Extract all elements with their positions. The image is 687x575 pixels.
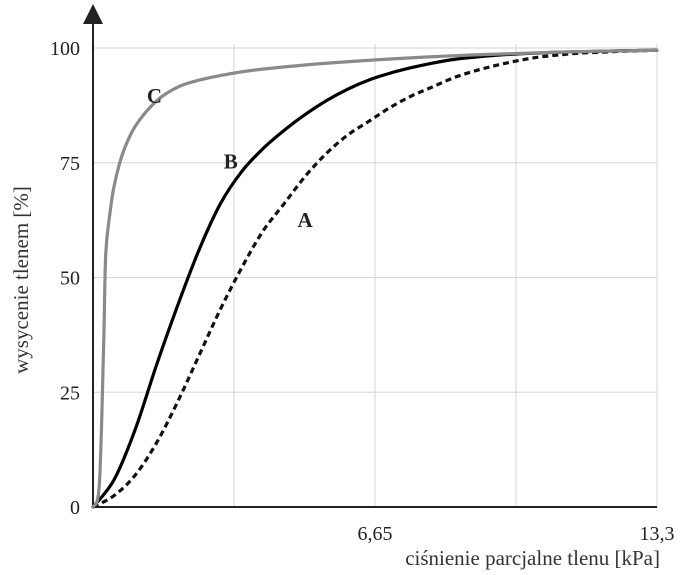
y-axis-title: wysycenie tlenem [%] <box>9 186 33 374</box>
labels: 0 25 50 75 100 6,65 13,3 A B C <box>50 38 675 545</box>
x-tick-label: 6,65 <box>358 523 393 545</box>
x-tick-label: 13,3 <box>640 523 675 545</box>
curve-label-c: C <box>147 84 162 108</box>
y-tick-label: 50 <box>60 268 80 290</box>
curve-label-a: A <box>297 208 313 232</box>
y-tick-label: 0 <box>70 497 80 519</box>
x-axis-title: ciśnienie parcjalne tlenu [kPa] <box>405 546 660 570</box>
series <box>91 48 659 509</box>
axes <box>83 4 657 508</box>
curve-a <box>92 48 658 509</box>
y-tick-label: 75 <box>60 153 80 175</box>
curve-label-b: B <box>224 149 238 173</box>
y-tick-label: 100 <box>50 38 80 60</box>
y-tick-label: 25 <box>60 382 80 404</box>
curve-c <box>91 48 659 509</box>
grid <box>93 44 658 507</box>
